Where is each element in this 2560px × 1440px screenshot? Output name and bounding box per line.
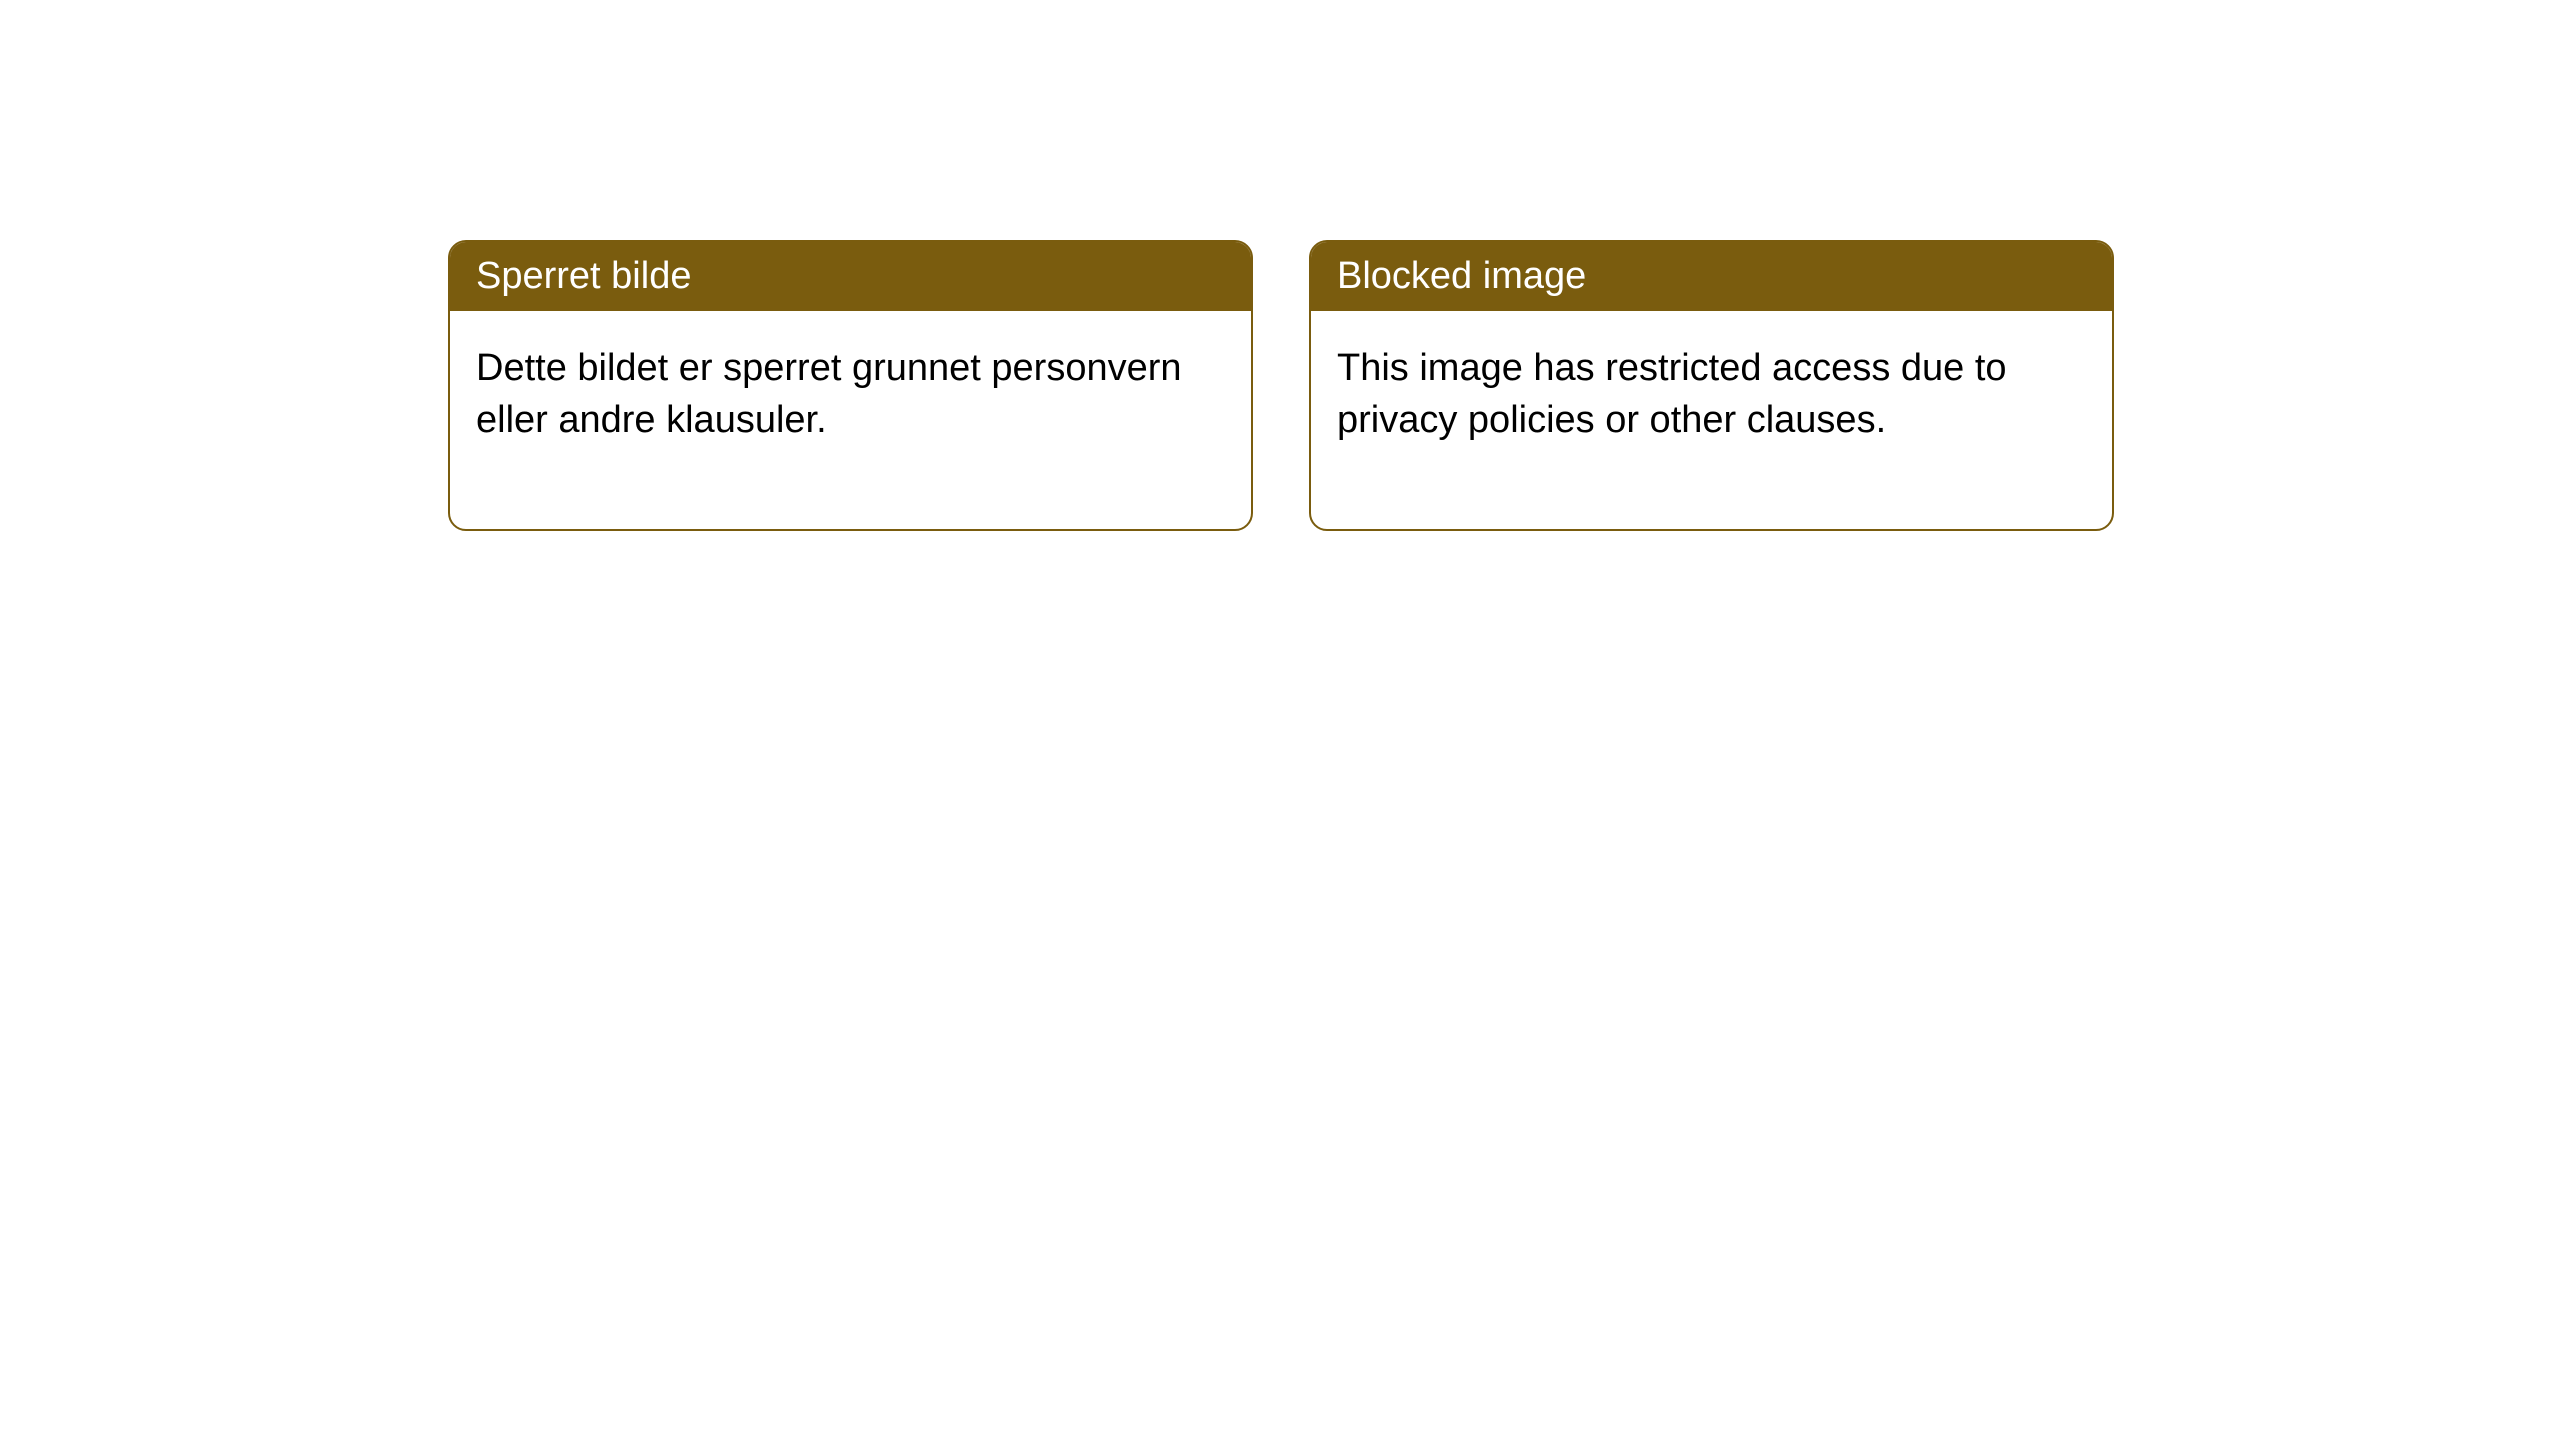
notice-body: This image has restricted access due to …	[1311, 311, 2112, 529]
notice-card-english: Blocked image This image has restricted …	[1309, 240, 2114, 531]
notice-title: Blocked image	[1311, 242, 2112, 311]
notice-container: Sperret bilde Dette bildet er sperret gr…	[0, 0, 2560, 531]
notice-body: Dette bildet er sperret grunnet personve…	[450, 311, 1251, 529]
notice-card-norwegian: Sperret bilde Dette bildet er sperret gr…	[448, 240, 1253, 531]
notice-title: Sperret bilde	[450, 242, 1251, 311]
